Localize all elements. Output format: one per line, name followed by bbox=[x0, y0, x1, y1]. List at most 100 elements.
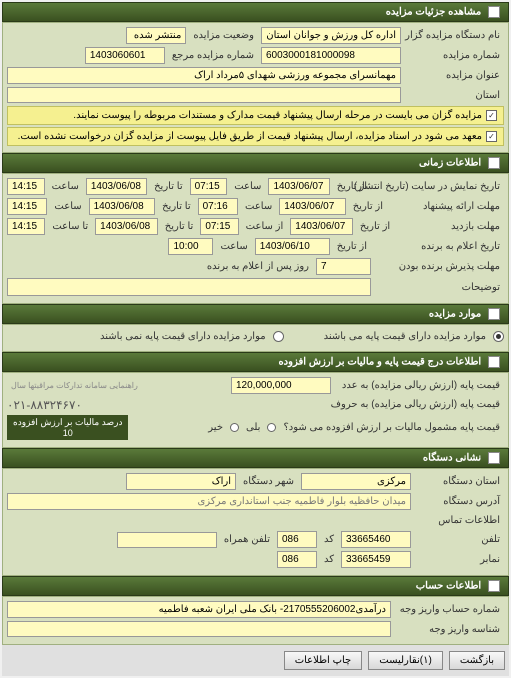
collapse-icon[interactable] bbox=[488, 452, 500, 464]
d2-from: 1403/06/07 bbox=[279, 198, 345, 215]
phone-label: تلفن bbox=[414, 532, 504, 547]
section1-body: نام دستگاه مزایده گزار اداره کل ورزش و ج… bbox=[2, 22, 509, 153]
d1-from: 1403/06/07 bbox=[268, 178, 329, 195]
desc-label: توضیحات bbox=[374, 280, 504, 295]
city-label: شهر دستگاه bbox=[239, 474, 298, 489]
title-label: عنوان مزایده bbox=[404, 68, 504, 83]
note2: معهد می شود در اسناد مزایده، ارسال پیشنه… bbox=[7, 127, 504, 146]
from-date-label2: از تاریخ bbox=[349, 199, 387, 214]
d3-from: 1403/06/07 bbox=[290, 218, 353, 235]
collapse-icon[interactable] bbox=[488, 308, 500, 320]
section5-header: نشانی دستگاه bbox=[2, 448, 509, 468]
mobile-value bbox=[117, 532, 217, 548]
hour-label2: ساعت bbox=[48, 179, 83, 194]
tax-q-label: قیمت پایه مشمول مالیات بر ارزش افزوده می… bbox=[279, 420, 504, 435]
fax-code-label: کد bbox=[320, 552, 338, 567]
accept-unit: روز پس از اعلام به برنده bbox=[203, 259, 313, 274]
to-date-label: تا تاریخ bbox=[150, 179, 187, 194]
hour-label3: ساعت bbox=[241, 199, 276, 214]
id-label: شناسه واریز وجه bbox=[394, 622, 504, 637]
radio-yes[interactable] bbox=[267, 423, 276, 432]
from-date-label3: از تاریخ bbox=[356, 219, 394, 234]
section1-title: مشاهده جزئیات مزایده bbox=[386, 7, 482, 18]
price-num-value: 120,000,000 bbox=[231, 377, 331, 394]
collapse-icon[interactable] bbox=[488, 356, 500, 368]
fax-code-value: 086 bbox=[277, 551, 317, 568]
addr-label: آدرس دستگاه bbox=[414, 494, 504, 509]
check2[interactable] bbox=[486, 131, 497, 142]
desc-field bbox=[7, 278, 371, 296]
t3-to: 14:15 bbox=[7, 218, 45, 235]
contact-label: اطلاعات تماس bbox=[414, 513, 504, 528]
no-label: خیر bbox=[204, 420, 227, 435]
print-button[interactable]: چاپ اطلاعات bbox=[284, 651, 363, 670]
ref-value: 1403060601 bbox=[85, 47, 165, 64]
winner-label: تاریخ اعلام به برنده bbox=[374, 239, 504, 254]
province-label: استان دستگاه bbox=[414, 474, 504, 489]
check2-text: معهد می شود در اسناد مزایده، ارسال پیشنه… bbox=[18, 131, 482, 142]
section3-title: موارد مزایده bbox=[429, 309, 481, 320]
d1-to: 1403/06/08 bbox=[86, 178, 147, 195]
accept-value: 7 bbox=[316, 258, 371, 275]
section2-body: تاریخ نمایش در سایت (تاریخ انتشار) از تا… bbox=[2, 173, 509, 304]
ref-label: شماره مزایده مرجع bbox=[168, 48, 258, 63]
title-value: مهمانسرای مجموعه ورزشی شهدای ۵مرداد اراک bbox=[7, 67, 401, 84]
phone-display: ۰۲۱-۸۸۳۲۴۶۷۰ bbox=[7, 398, 82, 412]
check1-text: مزایده گزان می بایست در مرحله ارسال پیشن… bbox=[73, 110, 482, 121]
radio-no[interactable] bbox=[230, 423, 239, 432]
proposal-label: مهلت ارائه پیشنهاد bbox=[390, 199, 504, 214]
price-text-label: قیمت پایه (ارزش ریالی مزایده) به حروف bbox=[334, 397, 504, 412]
t3-from: 07:15 bbox=[200, 218, 238, 235]
t1-to: 14:15 bbox=[7, 178, 45, 195]
collapse-icon[interactable] bbox=[488, 6, 500, 18]
radio-no-price[interactable] bbox=[273, 331, 284, 342]
phone-value: 33665460 bbox=[341, 531, 411, 548]
visit-label: مهلت بازدید bbox=[397, 219, 504, 234]
radio-has-price[interactable] bbox=[493, 331, 504, 342]
code-value: 086 bbox=[277, 531, 317, 548]
winner-date: 1403/06/10 bbox=[255, 238, 330, 255]
section2-title: اطلاعات زمانی bbox=[419, 158, 481, 169]
fax-label: نمابر bbox=[414, 552, 504, 567]
to-date-label2: تا تاریخ bbox=[158, 199, 195, 214]
section4-title: اطلاعات درج قیمت پایه و مالیات بر ارزش ا… bbox=[278, 357, 481, 368]
collapse-icon[interactable] bbox=[488, 157, 500, 169]
addr-value: میدان حافظیه بلوار فاطمیه جنب استانداری … bbox=[7, 493, 411, 510]
section5-body: استان دستگاه مرکزی شهر دستگاه اراک آدرس … bbox=[2, 468, 509, 576]
d3-to: 1403/06/08 bbox=[95, 218, 158, 235]
section3-header: موارد مزایده bbox=[2, 304, 509, 324]
province-label: استان bbox=[404, 88, 504, 103]
section5-title: نشانی دستگاه bbox=[423, 453, 481, 464]
price-num-label: قیمت پایه (ارزش ریالی مزایده) به عدد bbox=[334, 378, 504, 393]
from-date-label4: از تاریخ bbox=[333, 239, 371, 254]
t2-to: 14:15 bbox=[7, 198, 47, 215]
from-date-label: از تاریخ bbox=[333, 179, 371, 194]
section6-body: شماره حساب واریز وجه درآمدی2170555206002… bbox=[2, 596, 509, 645]
check1[interactable] bbox=[486, 110, 497, 121]
section4-body: قیمت پایه (ارزش ریالی مزایده) به عدد 120… bbox=[2, 372, 509, 448]
mobile-label: تلفن همراه bbox=[220, 532, 274, 547]
tax-pct-label: درصد مالیات بر ارزش افزوده bbox=[13, 417, 122, 428]
section4-header: اطلاعات درج قیمت پایه و مالیات بر ارزش ا… bbox=[2, 352, 509, 372]
section6-header: اطلاعات حساب bbox=[2, 576, 509, 596]
code-label: کد bbox=[320, 532, 338, 547]
section3-body: موارد مزایده دارای قیمت پایه می باشند مو… bbox=[2, 324, 509, 352]
print-link-button[interactable]: (۱)نقارلیست bbox=[368, 651, 443, 670]
to-date-label3: تا تاریخ bbox=[161, 219, 198, 234]
back-button[interactable]: بازگشت bbox=[449, 651, 505, 670]
collapse-icon[interactable] bbox=[488, 580, 500, 592]
d2-to: 1403/06/08 bbox=[89, 198, 155, 215]
footer: بازگشت (۱)نقارلیست چاپ اطلاعات bbox=[2, 645, 509, 676]
id-value bbox=[7, 621, 391, 637]
accept-label: مهلت پذیرش برنده بودن bbox=[374, 259, 504, 274]
section6-title: اطلاعات حساب bbox=[416, 581, 481, 592]
tax-pct-box: درصد مالیات بر ارزش افزوده 10 bbox=[7, 415, 128, 440]
section2-header: اطلاعات زمانی bbox=[2, 153, 509, 173]
num-label: شماره مزایده bbox=[404, 48, 504, 63]
status-label: وضعیت مزایده bbox=[189, 28, 258, 43]
province-value: مرکزی bbox=[301, 473, 411, 490]
hour-label5: ساعت bbox=[216, 239, 251, 254]
fax-value: 33665459 bbox=[341, 551, 411, 568]
hour-label4: ساعت bbox=[50, 199, 85, 214]
note1: مزایده گزان می بایست در مرحله ارسال پیشن… bbox=[7, 106, 504, 125]
